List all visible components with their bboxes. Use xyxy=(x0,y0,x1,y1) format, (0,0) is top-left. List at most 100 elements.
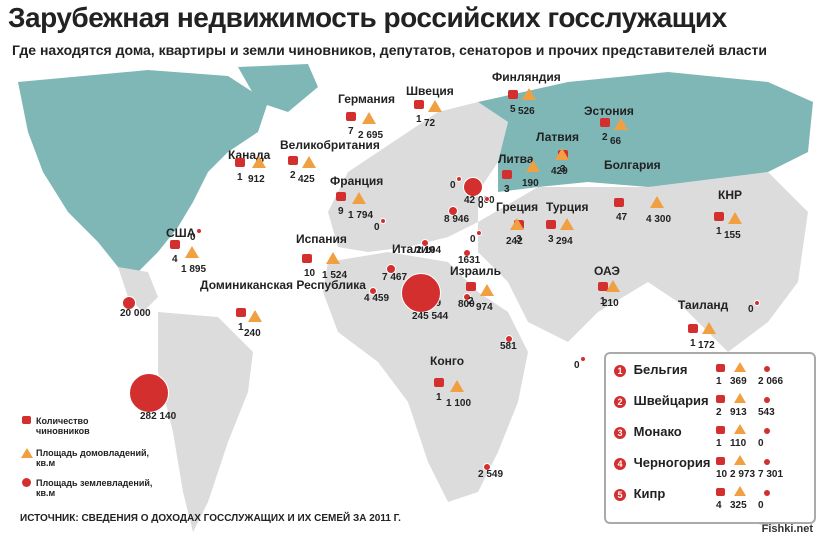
country-label: Финляндия xyxy=(492,70,561,84)
houses-area: 1 524 xyxy=(322,270,348,281)
briefcase-icon xyxy=(170,240,180,249)
house-icon xyxy=(185,246,199,258)
officials-count: 2 xyxy=(468,296,474,307)
land-asia xyxy=(478,172,808,352)
land-circle xyxy=(580,356,586,362)
land-circle xyxy=(129,373,169,413)
land-circle xyxy=(196,228,202,234)
officials-count: 3 xyxy=(504,184,510,195)
house-icon xyxy=(614,118,628,130)
land-circle xyxy=(447,205,459,217)
inset-officials: 1 xyxy=(716,438,722,449)
officials-count: 9 xyxy=(338,206,344,217)
inset-number-badge: 2 xyxy=(614,396,626,408)
inset-country-name: Бельгия xyxy=(633,362,688,377)
land-area: 245 544 xyxy=(412,311,449,322)
houses-area: 190 xyxy=(522,178,539,189)
houses-area: 210 xyxy=(602,298,619,309)
briefcase-icon xyxy=(288,156,298,165)
briefcase-icon xyxy=(236,308,246,317)
inset-houses: 110 xyxy=(730,438,747,449)
officials-count: 5 xyxy=(510,104,516,115)
country-label: Турция xyxy=(546,200,589,214)
houses-area: 242 xyxy=(506,236,523,247)
country-label: Испания xyxy=(296,232,347,246)
country-label: Израиль xyxy=(450,264,501,278)
land-circle xyxy=(764,366,770,372)
land-circle xyxy=(476,230,482,236)
briefcase-icon xyxy=(434,378,444,387)
officials-count: 4 xyxy=(172,254,178,265)
land-europe xyxy=(328,102,508,252)
inset-number-badge: 5 xyxy=(614,489,626,501)
land-africa xyxy=(323,252,528,502)
land-north-america xyxy=(18,70,268,272)
officials-count: 3 xyxy=(548,234,554,245)
land-circle xyxy=(764,397,770,403)
officials-count: 10 xyxy=(304,268,316,279)
inset-houses: 325 xyxy=(730,500,747,511)
land-south-america xyxy=(158,312,253,532)
inset-country-name: Черногория xyxy=(633,455,711,470)
officials-count: 1 xyxy=(690,338,696,349)
land-central-america xyxy=(118,267,158,312)
land-circle xyxy=(463,249,471,257)
house-icon xyxy=(734,393,746,403)
country-label: Эстония xyxy=(584,104,634,118)
land-circle xyxy=(484,196,490,202)
page-title: Зарубежная недвижимость российских госсл… xyxy=(8,2,727,33)
inset-row: 3 Монако xyxy=(614,424,682,439)
land-greenland xyxy=(238,64,318,112)
land-circle xyxy=(463,293,471,301)
inset-row: 5 Кипр xyxy=(614,486,665,501)
houses-area: 2 695 xyxy=(358,130,384,141)
briefcase-icon xyxy=(546,220,556,229)
inset-country-name: Кипр xyxy=(633,486,666,501)
house-icon xyxy=(728,212,742,224)
inset-officials: 4 xyxy=(716,500,722,511)
house-icon xyxy=(734,362,746,372)
officials-count: 2 xyxy=(602,132,608,143)
briefcase-icon xyxy=(716,488,725,496)
house-icon xyxy=(650,196,664,208)
country-label: Латвия xyxy=(536,130,580,144)
houses-area: 72 xyxy=(424,118,436,129)
houses-area: 66 xyxy=(610,136,622,147)
briefcase-icon xyxy=(336,192,346,201)
country-label: Доминиканская Республика xyxy=(200,278,366,292)
officials-count: 2 xyxy=(290,170,296,181)
house-icon xyxy=(526,160,540,172)
country-label: Великобритания xyxy=(280,138,380,152)
circle-icon xyxy=(22,478,31,487)
houses-area: 429 xyxy=(551,166,568,177)
house-icon xyxy=(702,322,716,334)
land-area: 800 xyxy=(458,299,475,310)
land-area: 282 140 xyxy=(140,411,177,422)
land-circle xyxy=(456,176,462,182)
house-icon xyxy=(480,284,494,296)
briefcase-icon xyxy=(22,416,31,424)
land-area: 0 xyxy=(478,200,484,211)
officials-count: 1 xyxy=(237,172,243,183)
houses-area: 1 895 xyxy=(181,264,207,275)
country-label: Франция xyxy=(330,174,384,188)
inset-row: 2 Швейцария xyxy=(614,393,709,408)
house-icon xyxy=(252,156,266,168)
house-icon xyxy=(560,218,574,230)
officials-count: 1 xyxy=(600,296,606,307)
houses-area: 1 794 xyxy=(348,210,374,221)
land-area: 2 549 xyxy=(478,469,504,480)
house-icon xyxy=(734,455,746,465)
legend-key-houses: Площадь домовладений, кв.м xyxy=(21,448,156,468)
watermark: Fishki.net xyxy=(761,523,813,535)
country-label: Конго xyxy=(430,354,465,368)
briefcase-icon xyxy=(716,395,725,403)
houses-area: 4 300 xyxy=(646,214,672,225)
houses-area: 526 xyxy=(518,106,535,117)
land-circle xyxy=(380,218,386,224)
page-subtitle: Где находятся дома, квартиры и земли чин… xyxy=(12,42,768,58)
land-circle xyxy=(483,463,491,471)
inset-land: 7 301 xyxy=(758,469,784,480)
house-icon xyxy=(302,156,316,168)
briefcase-icon xyxy=(598,282,608,291)
